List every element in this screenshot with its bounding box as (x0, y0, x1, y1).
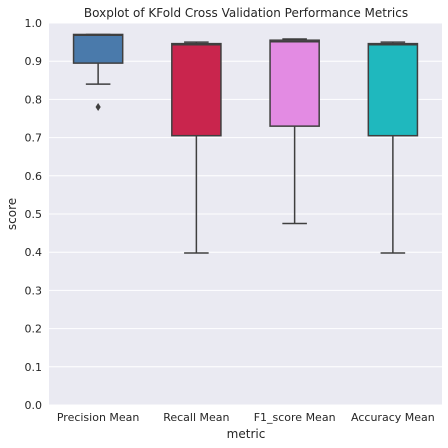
y-tick-label: 0.7 (25, 132, 43, 145)
y-tick-label: 0.1 (25, 361, 43, 374)
box-precision-mean (72, 33, 124, 112)
y-tick-label: 0.6 (25, 170, 43, 183)
x-tick-label: Precision Mean (57, 411, 140, 424)
x-tick-label: F1_score Mean (254, 411, 336, 424)
y-axis-label: score (5, 198, 19, 230)
y-tick-label: 0.9 (25, 55, 43, 68)
outlier-point (95, 103, 101, 112)
x-tick-label: Accuracy Mean (351, 411, 435, 424)
y-tick-label: 0.4 (25, 246, 43, 259)
box-body (72, 33, 124, 64)
y-tick-label: 0.8 (25, 93, 43, 106)
box-body (171, 42, 222, 137)
y-tick-label: 0.2 (25, 323, 43, 336)
box-body (367, 42, 419, 137)
y-tick-label: 0.3 (25, 284, 43, 297)
y-tick-label: 1.0 (25, 17, 43, 30)
x-tick-labels: Precision Mean Recall Mean F1_score Mean Ac… (57, 411, 435, 424)
box-recall-mean (171, 41, 222, 254)
box-f1-score-mean (269, 38, 320, 225)
x-tick-label: Recall Mean (163, 411, 229, 424)
box-body (269, 39, 320, 127)
box-accuracy-mean (367, 41, 419, 254)
chart-title: Boxplot of KFold Cross Validation Perfor… (84, 6, 408, 20)
boxes (72, 33, 419, 254)
y-tick-labels: 0.0 0.1 0.2 0.3 0.4 0.5 0.6 0.7 0.8 0.9 1.0 (25, 17, 43, 412)
y-tick-label: 0.5 (25, 208, 43, 221)
x-axis-label: metric (227, 427, 266, 441)
y-tick-label: 0.0 (25, 399, 43, 412)
